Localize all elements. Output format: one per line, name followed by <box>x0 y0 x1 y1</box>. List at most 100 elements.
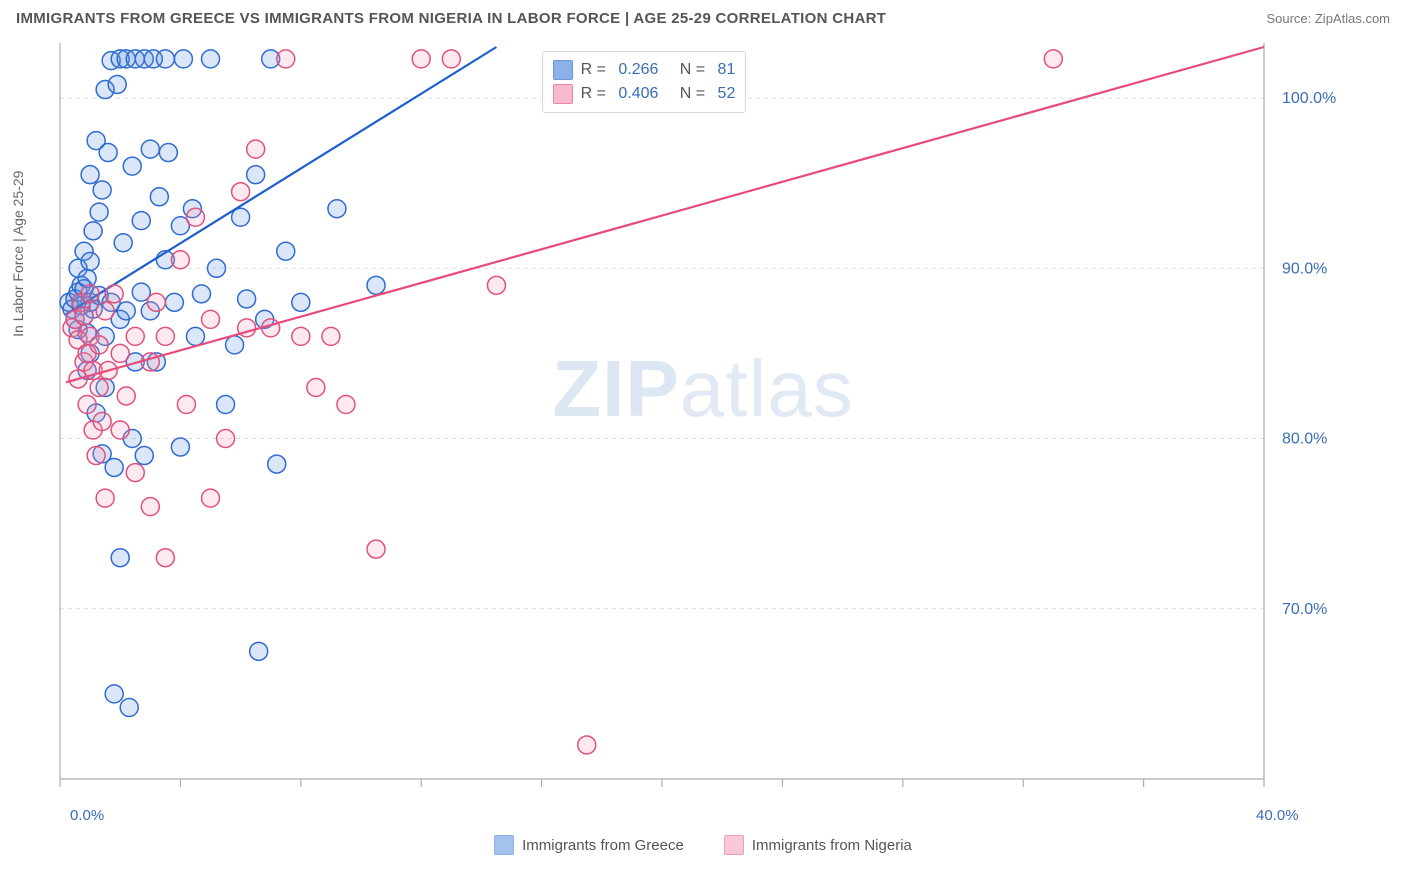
legend-item: Immigrants from Greece <box>494 835 684 855</box>
title-bar: IMMIGRANTS FROM GREECE VS IMMIGRANTS FRO… <box>0 0 1406 35</box>
legend-n-value: 52 <box>713 85 735 103</box>
data-point <box>111 549 129 567</box>
data-point <box>186 327 204 345</box>
data-point <box>202 489 220 507</box>
data-point <box>150 188 168 206</box>
y-axis-label: In Labor Force | Age 25-29 <box>10 171 26 337</box>
data-point <box>123 157 141 175</box>
legend-swatch <box>553 84 573 104</box>
data-point <box>307 378 325 396</box>
series-legend: Immigrants from Greece Immigrants from Ni… <box>0 835 1406 855</box>
legend-swatch <box>724 835 744 855</box>
regression-line <box>66 47 496 314</box>
data-point <box>75 307 93 325</box>
data-point <box>174 50 192 68</box>
legend-r-label: R = <box>581 61 606 79</box>
legend-r-value: 0.406 <box>614 85 658 103</box>
data-point <box>141 353 159 371</box>
data-point <box>412 50 430 68</box>
data-point <box>99 144 117 162</box>
data-point <box>135 447 153 465</box>
data-point <box>217 430 235 448</box>
legend-r-value: 0.266 <box>614 61 658 79</box>
data-point <box>487 276 505 294</box>
data-point <box>93 413 111 431</box>
data-point <box>171 438 189 456</box>
data-point <box>165 293 183 311</box>
data-point <box>87 447 105 465</box>
data-point <box>84 222 102 240</box>
data-point <box>268 455 286 473</box>
data-point <box>247 166 265 184</box>
data-point <box>292 327 310 345</box>
data-point <box>81 252 99 270</box>
data-point <box>96 489 114 507</box>
data-point <box>232 183 250 201</box>
data-point <box>202 310 220 328</box>
data-point <box>328 200 346 218</box>
legend-n-label: N = <box>666 85 705 103</box>
data-point <box>217 395 235 413</box>
data-point <box>208 259 226 277</box>
x-axis-labels: 0.0% 40.0% <box>16 807 1390 829</box>
data-point <box>126 327 144 345</box>
data-point <box>192 285 210 303</box>
data-point <box>247 140 265 158</box>
x-axis-max-label: 40.0% <box>1256 807 1299 824</box>
data-point <box>367 540 385 558</box>
data-point <box>226 336 244 354</box>
data-point <box>367 276 385 294</box>
data-point <box>108 75 126 93</box>
y-tick-label: 70.0% <box>1282 601 1327 618</box>
data-point <box>93 181 111 199</box>
data-point <box>78 395 96 413</box>
data-point <box>442 50 460 68</box>
data-point <box>292 293 310 311</box>
y-tick-label: 90.0% <box>1282 260 1327 277</box>
data-point <box>177 395 195 413</box>
data-point <box>147 293 165 311</box>
data-point <box>90 203 108 221</box>
data-point <box>81 285 99 303</box>
chart-title: IMMIGRANTS FROM GREECE VS IMMIGRANTS FRO… <box>16 10 886 27</box>
data-point <box>111 421 129 439</box>
data-point <box>202 50 220 68</box>
data-point <box>159 144 177 162</box>
data-point <box>156 327 174 345</box>
data-point <box>105 685 123 703</box>
legend-n-label: N = <box>666 61 705 79</box>
data-point <box>90 378 108 396</box>
data-point <box>277 242 295 260</box>
data-point <box>141 498 159 516</box>
legend-series-name: Immigrants from Nigeria <box>752 837 912 854</box>
correlation-legend: R = 0.266 N = 81R = 0.406 N = 52 <box>542 51 747 113</box>
data-point <box>141 140 159 158</box>
data-point <box>250 642 268 660</box>
data-point <box>117 387 135 405</box>
data-point <box>117 302 135 320</box>
y-tick-label: 100.0% <box>1282 90 1336 107</box>
data-point <box>120 699 138 717</box>
legend-row: R = 0.266 N = 81 <box>553 58 736 82</box>
chart-area: In Labor Force | Age 25-29 70.0%80.0%90.… <box>16 35 1390 805</box>
data-point <box>156 549 174 567</box>
y-tick-label: 80.0% <box>1282 431 1327 448</box>
data-point <box>105 285 123 303</box>
data-point <box>238 290 256 308</box>
data-point <box>171 251 189 269</box>
series-group <box>60 47 496 717</box>
data-point <box>186 208 204 226</box>
data-point <box>126 464 144 482</box>
data-point <box>322 327 340 345</box>
legend-series-name: Immigrants from Greece <box>522 837 684 854</box>
legend-r-label: R = <box>581 85 606 103</box>
data-point <box>114 234 132 252</box>
source-label: Source: ZipAtlas.com <box>1266 11 1390 26</box>
data-point <box>277 50 295 68</box>
data-point <box>1044 50 1062 68</box>
data-point <box>578 736 596 754</box>
data-point <box>105 458 123 476</box>
data-point <box>111 344 129 362</box>
series-group <box>63 47 1264 754</box>
legend-swatch <box>553 60 573 80</box>
